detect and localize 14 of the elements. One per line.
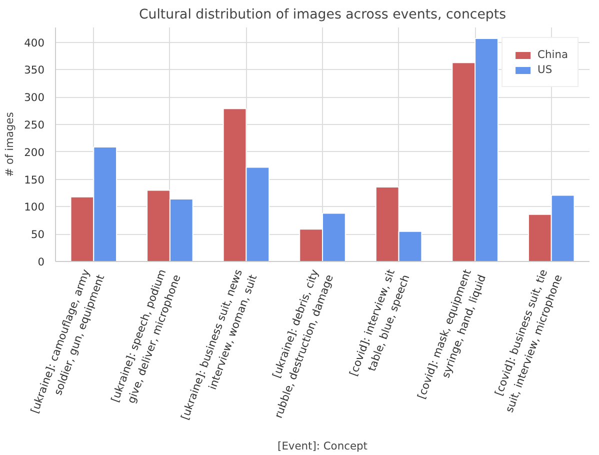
- y-tick-label: 400: [24, 36, 45, 50]
- y-tick-label: 0: [38, 256, 45, 268]
- y-tick-label: 150: [24, 173, 45, 186]
- y-tick-label: 200: [24, 146, 45, 159]
- legend-label: US: [538, 63, 554, 76]
- y-tick-label: 100: [24, 200, 45, 214]
- y-tick-label: 250: [24, 118, 45, 132]
- y-tick-label: 50: [30, 228, 45, 242]
- y-tick-label: 300: [24, 91, 45, 104]
- y-axis-title: # of images: [3, 112, 16, 177]
- chart-title: Cultural distribution of images across events, concepts: [138, 8, 506, 22]
- y-tick-label: 350: [24, 64, 45, 77]
- x-axis-title: [Event]: Concept: [278, 440, 368, 453]
- legend-label: China: [538, 48, 568, 61]
